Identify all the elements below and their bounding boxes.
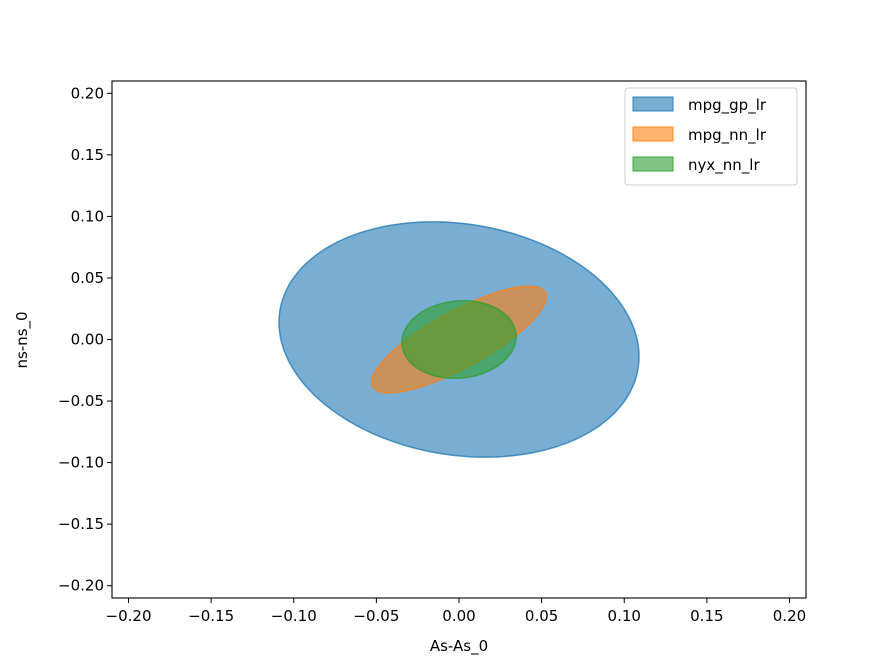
x-tick-label: 0.20: [773, 607, 806, 625]
y-tick-label: 0.15: [71, 146, 104, 164]
y-tick-label: 0.20: [71, 84, 104, 102]
y-tick-label: 0.00: [71, 331, 104, 349]
legend-label-mpg_nn_lr: mpg_nn_lr: [688, 126, 767, 145]
legend-swatch-mpg_gp_lr: [632, 96, 674, 112]
y-tick-label: 0.05: [71, 269, 104, 287]
x-tick-label: 0.05: [525, 607, 558, 625]
x-tick-label: 0.00: [442, 607, 475, 625]
x-axis-label: As-As_0: [430, 637, 488, 656]
x-tick-label: −0.10: [271, 607, 317, 625]
legend-label-nyx_nn_lr: nyx_nn_lr: [688, 156, 760, 175]
x-tick-label: 0.15: [690, 607, 723, 625]
y-tick-label: −0.05: [58, 392, 104, 410]
ellipse-nyx_nn_lr: [401, 299, 517, 380]
x-tick-label: −0.05: [353, 607, 399, 625]
y-tick-label: 0.10: [71, 207, 104, 225]
y-tick-label: −0.15: [58, 515, 104, 533]
x-tick-label: −0.20: [106, 607, 152, 625]
x-axis-ticks: −0.20 −0.15 −0.10 −0.05 0.00 0.05 0.10 0.15 0.20: [106, 598, 806, 625]
legend-swatch-nyx_nn_lr: [632, 156, 674, 172]
legend-swatch-mpg_nn_lr: [632, 126, 674, 142]
x-tick-label: 0.10: [608, 607, 641, 625]
legend-label-mpg_gp_lr: mpg_gp_lr: [688, 96, 767, 115]
y-axis-ticks: −0.20 −0.15 −0.10 −0.05 0.00 0.05 0.10 0.15 0.20: [58, 84, 112, 595]
y-tick-label: −0.10: [58, 454, 104, 472]
x-tick-label: −0.15: [188, 607, 234, 625]
y-tick-label: −0.20: [58, 577, 104, 595]
y-axis-label: ns-ns_0: [13, 311, 32, 368]
legend: mpg_gp_lr mpg_nn_lr nyx_nn_lr: [624, 87, 798, 186]
ellipse-layer: [278, 221, 640, 458]
